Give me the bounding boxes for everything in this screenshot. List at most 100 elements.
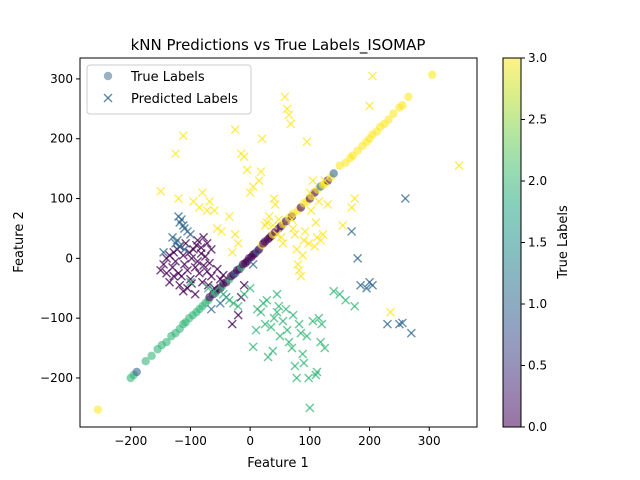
predicted-label-point <box>169 271 179 281</box>
predicted-label-point <box>320 176 330 186</box>
predicted-label-point <box>286 119 296 129</box>
predicted-label-point <box>316 337 326 347</box>
predicted-label-point <box>239 152 249 162</box>
predicted-label-point <box>302 331 312 341</box>
predicted-label-point <box>178 220 188 230</box>
predicted-label-point <box>159 247 169 257</box>
predicted-label-point <box>282 325 292 335</box>
colorbar-tick-label: 0.5 <box>528 359 547 373</box>
legend-marker-true-labels <box>103 71 113 81</box>
true-label-point <box>428 70 437 79</box>
predicted-label-point <box>299 358 309 368</box>
predicted-label-point <box>176 214 186 224</box>
x-tick-label: 100 <box>298 434 321 448</box>
predicted-label-point <box>280 92 290 102</box>
y-tick-label: 0 <box>65 251 73 265</box>
predicted-label-point <box>233 310 243 320</box>
predicted-label-point <box>193 235 203 245</box>
predicted-label-point <box>156 186 166 196</box>
predicted-label-point <box>193 256 203 266</box>
predicted-label-point <box>248 259 258 269</box>
predicted-label-point <box>179 244 189 254</box>
predicted-label-point <box>175 280 185 290</box>
predicted-label-point <box>242 165 252 175</box>
colorbar-tick-label: 3.0 <box>528 51 547 65</box>
predicted-label-point <box>196 243 206 253</box>
predicted-label-point <box>341 295 351 305</box>
predicted-label-point <box>294 265 304 275</box>
true-label-point <box>389 109 398 118</box>
legend: True Labels Predicted Labels <box>86 64 252 115</box>
predicted-label-point <box>347 226 357 236</box>
predicted-label-point <box>184 247 194 257</box>
colorbar-tick-label: 1.0 <box>528 297 547 311</box>
predicted-label-point <box>305 403 315 413</box>
predicted-label-point <box>311 370 321 380</box>
predicted-label-point <box>194 203 204 213</box>
predicted-label-point <box>368 280 378 290</box>
predicted-label-point <box>302 137 312 147</box>
predicted-label-point <box>314 313 324 323</box>
predicted-label-point <box>368 71 378 81</box>
predicted-label-point <box>287 214 297 224</box>
predicted-label-point <box>287 343 297 353</box>
y-tick-label: 100 <box>50 192 73 206</box>
predicted-label-point <box>270 200 280 210</box>
predicted-label-point <box>264 211 274 221</box>
predicted-label-point <box>212 223 222 233</box>
legend-label-true-labels: True Labels <box>130 70 205 85</box>
predicted-label-point <box>218 270 228 280</box>
predicted-label-point <box>165 277 175 287</box>
predicted-label-point <box>290 361 300 371</box>
predicted-label-point <box>347 203 357 213</box>
predicted-label-point <box>294 319 304 329</box>
axes: −200 −100 0 100 200 300 −200 −100 0 100 200 300 <box>40 72 441 448</box>
true-label-point <box>162 337 171 347</box>
y-axis-label: Feature 2 <box>12 211 27 273</box>
x-tick-label: −100 <box>174 434 207 448</box>
predicted-label-point <box>274 301 284 311</box>
predicted-label-point <box>288 310 298 320</box>
colorbar-tick-label: 1.5 <box>528 236 547 250</box>
predicted-label-point <box>406 328 416 338</box>
predicted-label-point <box>224 295 234 305</box>
predicted-label-point <box>233 238 243 248</box>
predicted-label-point <box>199 232 209 242</box>
predicted-label-point <box>278 238 288 248</box>
predicted-label-point <box>323 200 333 210</box>
predicted-label-point <box>197 188 207 198</box>
predicted-label-point <box>190 262 200 272</box>
legend-box <box>86 64 252 115</box>
predicted-label-point <box>245 188 255 198</box>
predicted-label-point <box>256 307 266 317</box>
predicted-label-point <box>276 232 286 242</box>
predicted-label-point <box>215 274 225 284</box>
predicted-label-point <box>382 319 392 329</box>
predicted-label-point <box>199 261 209 271</box>
predicted-label-point <box>278 316 288 326</box>
predicted-label-point <box>350 301 360 311</box>
predicted-label-point <box>185 229 195 239</box>
predicted-label-point <box>308 176 318 186</box>
y-tick-label: −200 <box>40 371 73 385</box>
predicted-label-point <box>172 235 182 245</box>
predicted-label-point <box>254 176 264 186</box>
predicted-label-point <box>317 319 327 329</box>
predicted-label-point <box>272 229 282 239</box>
predicted-label-point <box>227 247 237 257</box>
predicted-label-point <box>304 238 314 248</box>
y-tick-label: 300 <box>50 72 73 86</box>
predicted-label-point <box>194 268 204 278</box>
true-label-point <box>404 92 413 102</box>
predicted-label-point <box>206 271 216 281</box>
predicted-label-point <box>159 259 169 269</box>
colorbar-tick-label: 2.0 <box>528 174 547 188</box>
predicted-label-point <box>239 280 249 290</box>
predicted-label-point <box>206 244 216 254</box>
true-label-point <box>398 101 407 110</box>
predicted-label-point <box>282 104 292 114</box>
true-label-point <box>329 169 338 178</box>
predicted-label-point <box>281 304 291 314</box>
predicted-label-point <box>230 125 240 135</box>
x-tick-label: 300 <box>418 434 441 448</box>
